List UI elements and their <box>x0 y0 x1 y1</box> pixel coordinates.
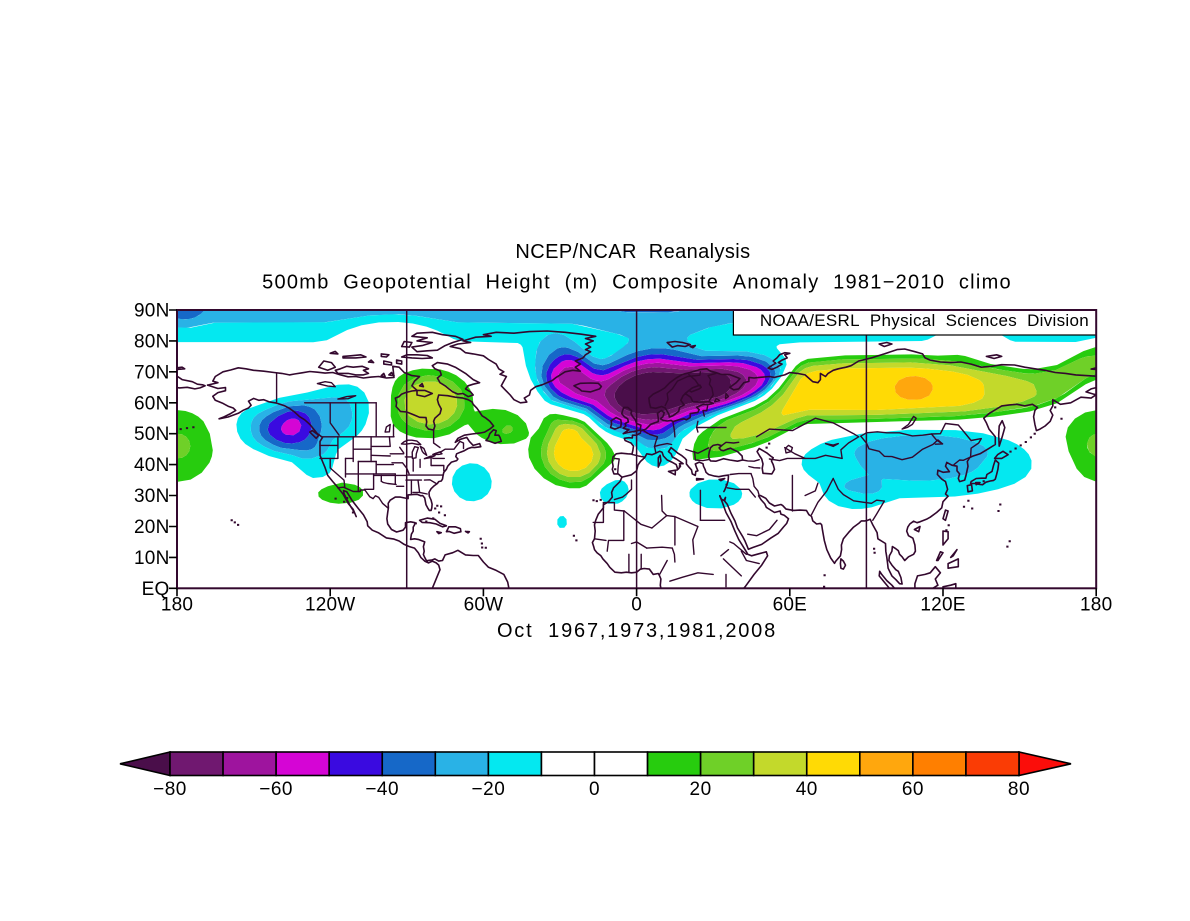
svg-text:60W: 60W <box>464 594 504 615</box>
svg-text:60N: 60N <box>134 393 169 414</box>
svg-text:180: 180 <box>161 594 193 615</box>
svg-text:80N: 80N <box>134 331 169 352</box>
svg-text:−20: −20 <box>472 779 506 800</box>
svg-text:90N: 90N <box>134 301 169 322</box>
svg-text:−40: −40 <box>365 779 399 800</box>
svg-text:20N: 20N <box>134 517 169 538</box>
svg-text:40: 40 <box>796 779 818 800</box>
svg-text:80: 80 <box>1008 779 1030 800</box>
svg-text:0: 0 <box>631 594 642 615</box>
svg-text:120W: 120W <box>305 594 355 615</box>
svg-text:40N: 40N <box>134 455 169 476</box>
svg-text:0: 0 <box>589 779 600 800</box>
svg-text:Oct 1967,1973,1981,2008: Oct 1967,1973,1981,2008 <box>497 620 777 642</box>
svg-text:NCEP/NCAR Reanalysis: NCEP/NCAR Reanalysis <box>515 241 750 263</box>
svg-text:50N: 50N <box>134 424 169 445</box>
svg-text:60: 60 <box>902 779 924 800</box>
svg-text:EQ: EQ <box>142 579 170 600</box>
svg-text:60E: 60E <box>773 594 807 615</box>
svg-text:30N: 30N <box>134 486 169 507</box>
svg-text:−60: −60 <box>259 779 293 800</box>
svg-text:NOAA/ESRL Physical Sciences: NOAA/ESRL Physical Sciences Division <box>760 311 1089 330</box>
svg-text:−80: −80 <box>153 779 187 800</box>
svg-text:180: 180 <box>1080 594 1112 615</box>
svg-text:500mb Geopotential Height (: 500mb Geopotential Height (m) Composite … <box>262 272 1012 294</box>
svg-text:20: 20 <box>690 779 712 800</box>
svg-text:70N: 70N <box>134 362 169 383</box>
svg-text:120E: 120E <box>920 594 965 615</box>
svg-text:10N: 10N <box>134 548 169 569</box>
